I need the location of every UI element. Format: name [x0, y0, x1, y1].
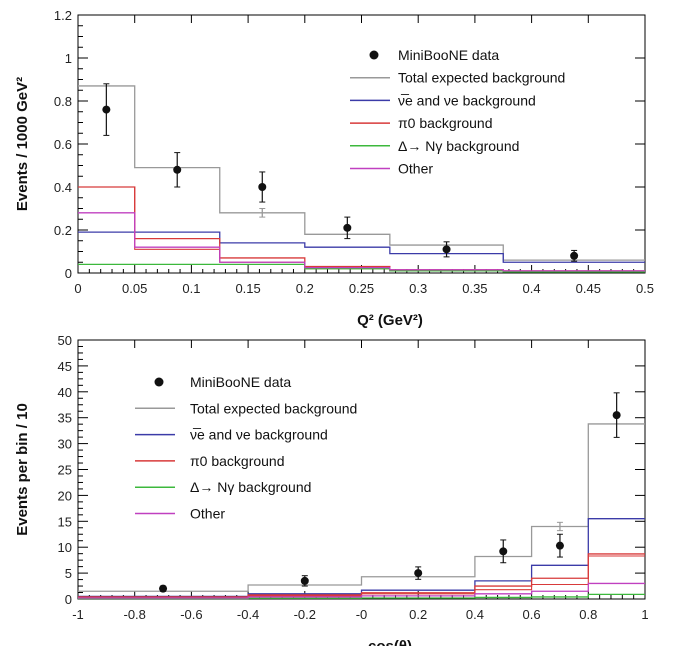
- x-tick-label: 0.1: [182, 281, 200, 296]
- series-step-line-secondary: [78, 186, 645, 273]
- y-axis-label: Events per bin / 10: [14, 403, 31, 536]
- legend-label: ν̅e and νe background: [190, 427, 328, 443]
- x-tick-label: -0.2: [294, 607, 316, 622]
- x-axis-label: Q² (GeV²): [357, 312, 423, 329]
- data-point: [173, 165, 182, 174]
- x-tick-label: 0.45: [576, 281, 601, 296]
- x-tick-label: 0.8: [579, 607, 597, 622]
- x-axis-label: cos(θ): [368, 638, 412, 646]
- x-tick-label: -0.4: [237, 607, 259, 622]
- series-step-line: [78, 186, 645, 272]
- legend-label: ν̅e and νe background: [398, 92, 536, 108]
- data-point: [159, 584, 168, 593]
- data-point: [300, 576, 309, 585]
- y-tick-label: 40: [58, 385, 72, 400]
- x-tick-label: 0.25: [349, 281, 374, 296]
- legend-label: π0 background: [190, 453, 285, 469]
- legend-label: Total expected background: [398, 70, 565, 86]
- x-tick-label: -1: [72, 607, 84, 622]
- series-step-line: [78, 582, 645, 599]
- y-tick-label: 5: [65, 566, 72, 581]
- y-tick-label: 0.4: [54, 180, 72, 195]
- x-tick-label: 0.4: [523, 281, 541, 296]
- series-step-line: [78, 231, 645, 263]
- x-tick-label: 0.3: [409, 281, 427, 296]
- y-tick-label: 1.2: [54, 8, 72, 23]
- legend-marker-dot: [154, 377, 164, 387]
- x-tick-label: -0.8: [123, 607, 145, 622]
- data-point: [499, 547, 508, 556]
- y-tick-label: 45: [58, 359, 72, 374]
- y-tick-label: 1: [65, 51, 72, 66]
- series-step-line-secondary: [78, 555, 645, 598]
- x-tick-label: -0: [356, 607, 368, 622]
- x-tick-label: 0.35: [462, 281, 487, 296]
- series-step-line: [78, 85, 645, 261]
- y-tick-label: 15: [58, 514, 72, 529]
- legend-label: Total expected background: [190, 400, 357, 416]
- x-tick-label: 0.5: [636, 281, 654, 296]
- y-tick-label: 0.6: [54, 137, 72, 152]
- data-point: [555, 541, 564, 550]
- data-point: [612, 411, 621, 420]
- data-point: [343, 223, 352, 232]
- y-tick-label: 0.8: [54, 94, 72, 109]
- data-point: [442, 245, 451, 254]
- x-tick-label: 0.6: [523, 607, 541, 622]
- data-point: [570, 251, 579, 260]
- series-step-line: [78, 212, 645, 272]
- x-tick-label: 0.05: [122, 281, 147, 296]
- data-point: [414, 569, 423, 578]
- y-tick-label: 50: [58, 333, 72, 348]
- y-tick-label: 35: [58, 411, 72, 426]
- y-tick-label: 25: [58, 463, 72, 478]
- legend-label: Other: [398, 161, 433, 177]
- y-tick-label: 30: [58, 437, 72, 452]
- y-tick-label: 0: [65, 592, 72, 607]
- plot-frame: [77, 339, 646, 600]
- legend-label: MiniBooNE data: [398, 47, 499, 63]
- legend-label: Other: [190, 506, 225, 522]
- data-point: [102, 105, 111, 114]
- x-tick-label: 0.15: [235, 281, 260, 296]
- y-tick-label: 0: [65, 266, 72, 281]
- legend-label: MiniBooNE data: [190, 374, 291, 390]
- y-axis-label: Events / 1000 GeV²: [14, 77, 31, 211]
- cos-theta-distribution-panel: -1 -0.8 -0.6 -0.4 -0.2 -0 0.2 0.4 0.6 0.8 10510152…: [14, 333, 649, 646]
- x-tick-label: 0.2: [409, 607, 427, 622]
- y-tick-label: 10: [58, 540, 72, 555]
- legend-marker-dot: [369, 50, 379, 60]
- series-step-line: [78, 423, 645, 592]
- y-tick-label: 0.2: [54, 223, 72, 238]
- legend-label: π0 background: [398, 115, 493, 131]
- x-tick-label: -0.6: [180, 607, 202, 622]
- x-tick-label: 0.2: [296, 281, 314, 296]
- legend-label: Δ→ Nγ background: [190, 479, 311, 495]
- q2-distribution-panel: 0 0.05 0.1 0.15 0.2 0.25 0.3 0.35 0.4 0.45 0.5 0 0.2…: [14, 8, 654, 329]
- data-point: [258, 183, 267, 191]
- legend-label: Δ→ Nγ background: [398, 138, 519, 154]
- x-tick-label: 0.4: [466, 607, 484, 622]
- x-tick-label: 1: [641, 607, 648, 622]
- x-tick-label: 0: [74, 281, 81, 296]
- y-tick-label: 20: [58, 488, 72, 503]
